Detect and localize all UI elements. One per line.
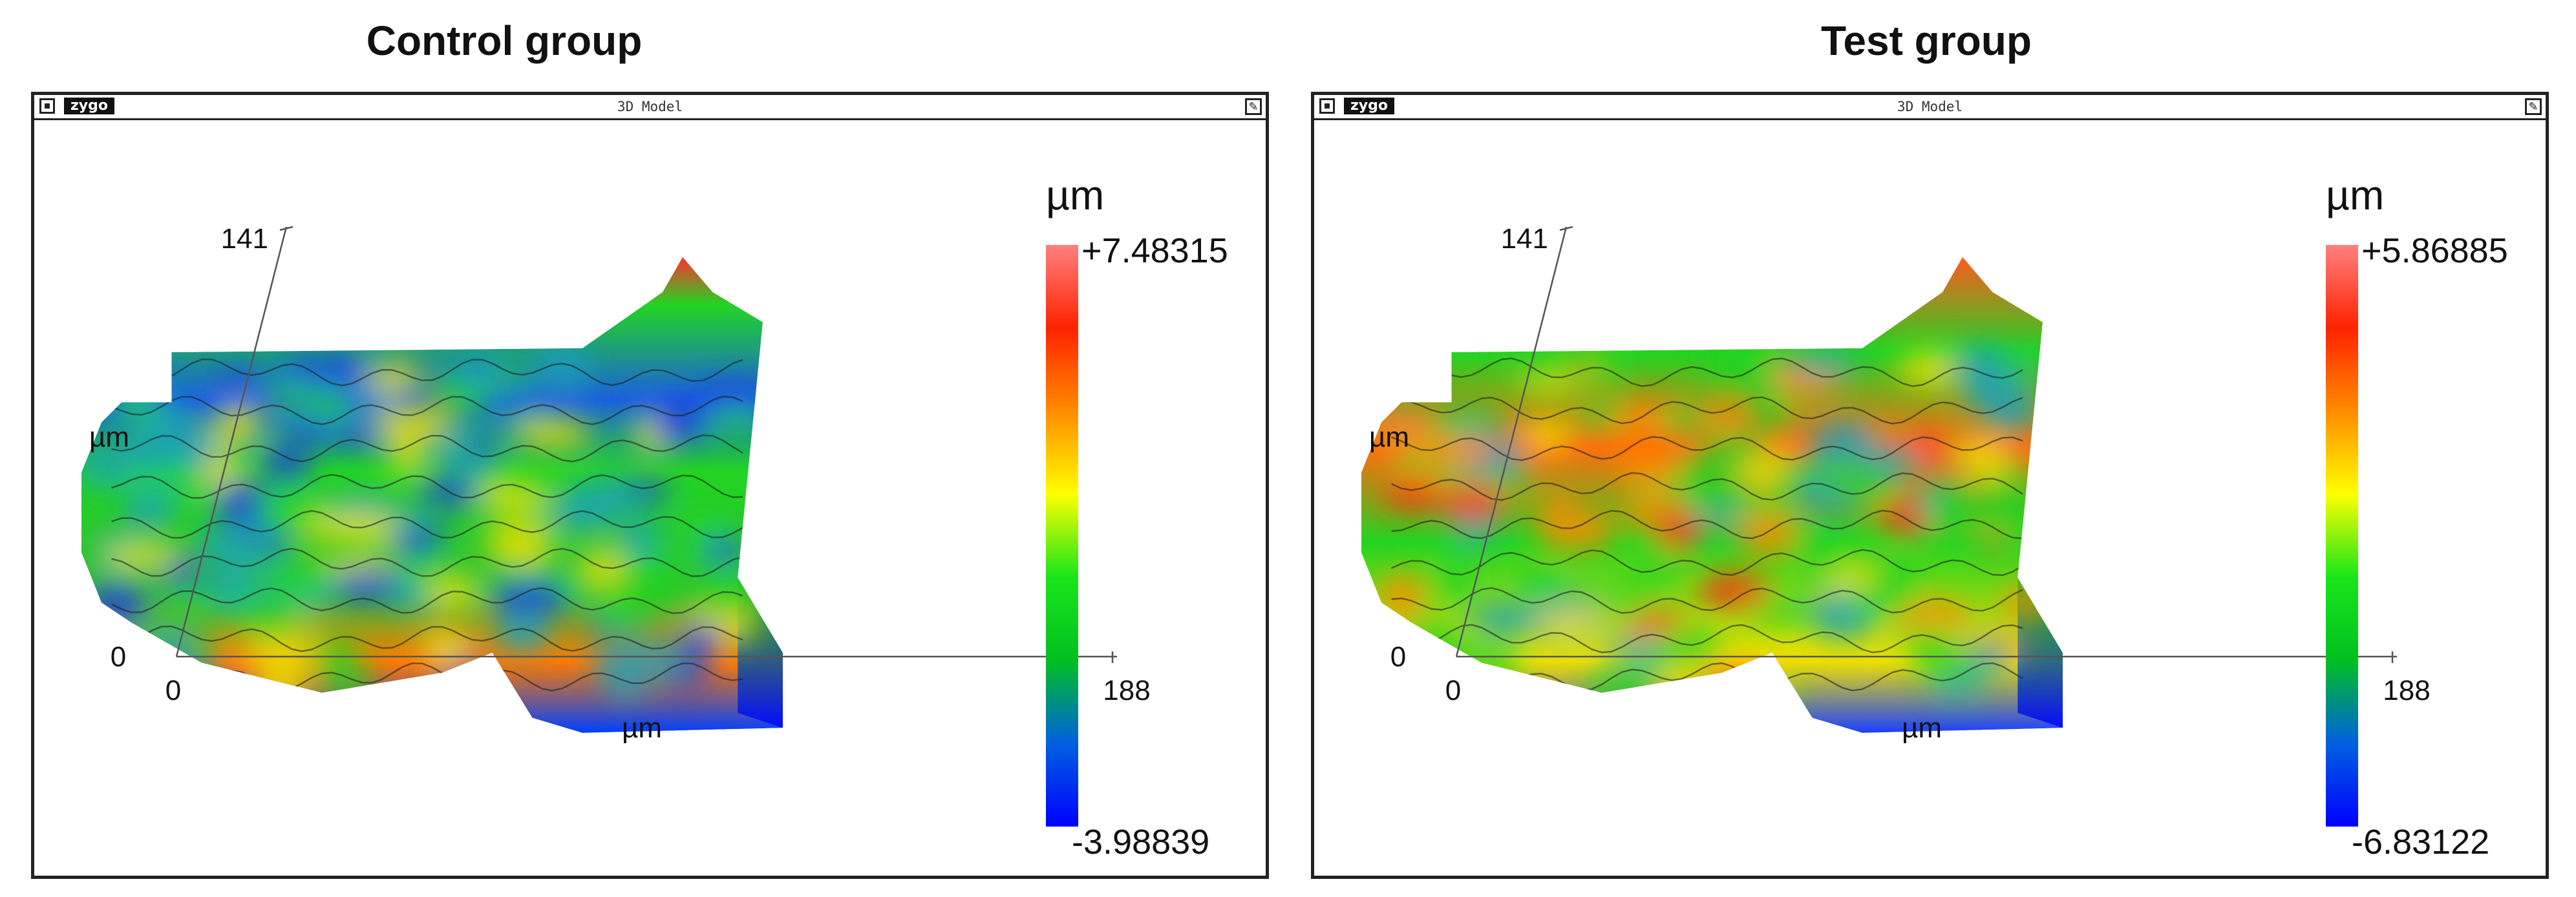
y-axis-unit-label: µm	[1369, 421, 1409, 453]
panel-title-test: Test group	[1821, 17, 2032, 64]
wrench-icon[interactable]: ✎	[2525, 98, 2542, 115]
x-axis-end-label: 188	[1103, 675, 1150, 706]
window-titlebar: zygo 3D Model ✎	[34, 95, 1266, 120]
surface-3d	[1361, 257, 2063, 733]
x-axis-end-label: 188	[2383, 675, 2430, 706]
colorbar-max-label: +5.86885	[2361, 231, 2508, 270]
zygo-logo: zygo	[1344, 98, 1395, 114]
surface-plot: 141 µm 0 0 188 µm µm +7.48315 -3.98839	[81, 172, 1228, 861]
x-axis-unit-label: µm	[1902, 712, 1942, 744]
axes	[1455, 226, 2397, 663]
panel-title-control: Control group	[366, 17, 643, 64]
colorbar-min-label: -6.83122	[2352, 823, 2489, 861]
window-test: zygo 3D Model ✎ 141 µm 0 0 188 µm µm +5.86885 -6…	[1311, 92, 2549, 879]
colorbar	[2326, 245, 2358, 827]
colorbar	[1046, 245, 1078, 827]
surface-3d	[81, 257, 783, 733]
y-axis-unit-label: µm	[89, 421, 129, 453]
window-title: 3D Model	[1897, 99, 1963, 114]
colorbar-max-label: +7.48315	[1081, 231, 1228, 270]
y-axis-max-label: 141	[221, 223, 268, 255]
x-axis-origin-label: 0	[165, 675, 181, 706]
zygo-logo: zygo	[64, 98, 115, 114]
window-title: 3D Model	[617, 99, 683, 114]
window-menu-icon[interactable]	[39, 98, 55, 114]
colorbar-unit-label: µm	[1046, 172, 1104, 218]
axes	[175, 226, 1117, 663]
x-axis-origin-label: 0	[1445, 675, 1461, 706]
x-axis-unit-label: µm	[622, 712, 662, 744]
window-control: zygo 3D Model ✎ 141 µm 0 0 188 µm µm +7.48315 -3…	[31, 92, 1269, 879]
window-titlebar: zygo 3D Model ✎	[1314, 95, 2546, 120]
window-menu-icon[interactable]	[1319, 98, 1335, 114]
colorbar-min-label: -3.98839	[1072, 823, 1209, 861]
y-axis-max-label: 141	[1501, 223, 1548, 255]
y-axis-origin-label: 0	[1390, 641, 1406, 673]
surface-plot: 141 µm 0 0 188 µm µm +5.86885 -6.83122	[1361, 172, 2508, 861]
y-axis-origin-label: 0	[111, 641, 126, 673]
colorbar-unit-label: µm	[2326, 172, 2384, 218]
wrench-icon[interactable]: ✎	[1245, 98, 1262, 115]
